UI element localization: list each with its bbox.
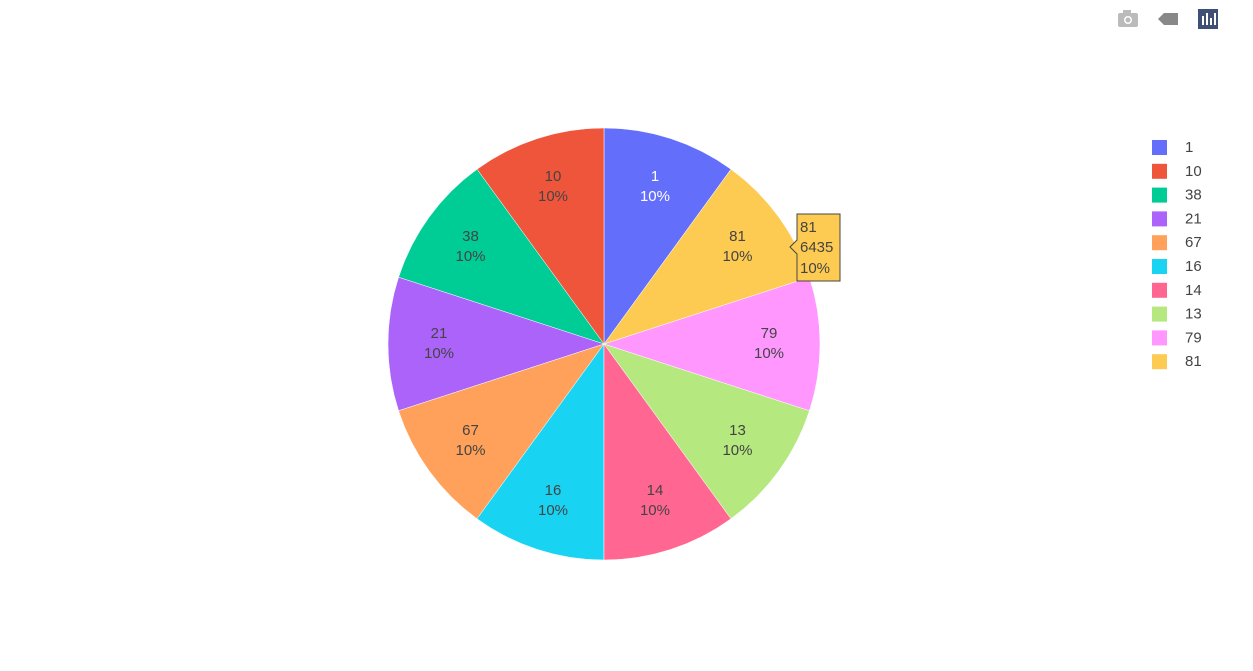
legend-label: 16 — [1185, 258, 1202, 275]
hover-icon[interactable] — [1158, 13, 1178, 25]
legend-swatch — [1152, 306, 1167, 322]
pie-slice — [476, 343, 605, 561]
legend-label: 1 — [1185, 139, 1193, 156]
legend-label: 10 — [1185, 163, 1202, 180]
slice-label: 81 — [729, 228, 746, 245]
slice-percent: 10% — [722, 442, 752, 459]
slice-percent: 10% — [424, 345, 454, 362]
pie-slice — [603, 127, 732, 345]
slice-label: 10 — [545, 168, 562, 185]
pie-slice — [398, 168, 605, 345]
plotly-logo[interactable] — [1198, 9, 1218, 29]
legend-swatch — [1152, 163, 1167, 179]
legend-swatch — [1152, 211, 1167, 227]
modebar — [1118, 9, 1218, 29]
legend-swatch — [1152, 354, 1167, 370]
slice-label: 21 — [431, 325, 448, 342]
tooltip-percent: 10% — [800, 260, 830, 277]
tooltip-label: 81 — [800, 219, 817, 236]
legend-swatch — [1152, 330, 1167, 346]
tooltip-value: 6435 — [800, 239, 833, 256]
slice-label: 1 — [651, 168, 659, 185]
hover-tooltip: 81 6435 10% — [789, 213, 841, 282]
legend-swatch — [1152, 282, 1167, 298]
legend-label: 38 — [1185, 187, 1202, 204]
legend-label: 67 — [1185, 234, 1202, 251]
legend-swatch — [1152, 235, 1167, 251]
legend-label: 81 — [1185, 353, 1202, 370]
slice-percent: 10% — [640, 188, 670, 205]
slice-label: 67 — [462, 422, 479, 439]
pie-slice — [476, 127, 605, 345]
slice-percent: 10% — [640, 502, 670, 519]
legend-swatch — [1152, 140, 1167, 155]
slice-label: 79 — [761, 325, 778, 342]
slice-percent: 10% — [538, 502, 568, 519]
camera-icon[interactable] — [1118, 10, 1138, 27]
tooltip-box — [789, 213, 841, 282]
pie-slice — [603, 343, 810, 520]
slice-label: 38 — [462, 228, 479, 245]
pie-slice — [387, 276, 605, 412]
pie-slice — [603, 276, 821, 412]
pie-slice — [603, 343, 732, 561]
legend-swatch — [1152, 187, 1167, 203]
slice-percent: 10% — [754, 345, 784, 362]
slice-percent: 10% — [455, 442, 485, 459]
slice-percent: 10% — [455, 248, 485, 265]
legend-label: 79 — [1185, 329, 1202, 346]
slice-percent: 10% — [538, 188, 568, 205]
slice-percent: 10% — [722, 248, 752, 265]
slice-label: 14 — [647, 482, 664, 499]
legend-label: 14 — [1185, 282, 1202, 299]
legend-label: 13 — [1185, 306, 1202, 323]
legend-swatch — [1152, 259, 1167, 274]
slice-label: 16 — [545, 482, 562, 499]
slice-label: 13 — [729, 422, 746, 439]
pie-slice — [398, 343, 605, 520]
legend-label: 21 — [1185, 210, 1202, 227]
